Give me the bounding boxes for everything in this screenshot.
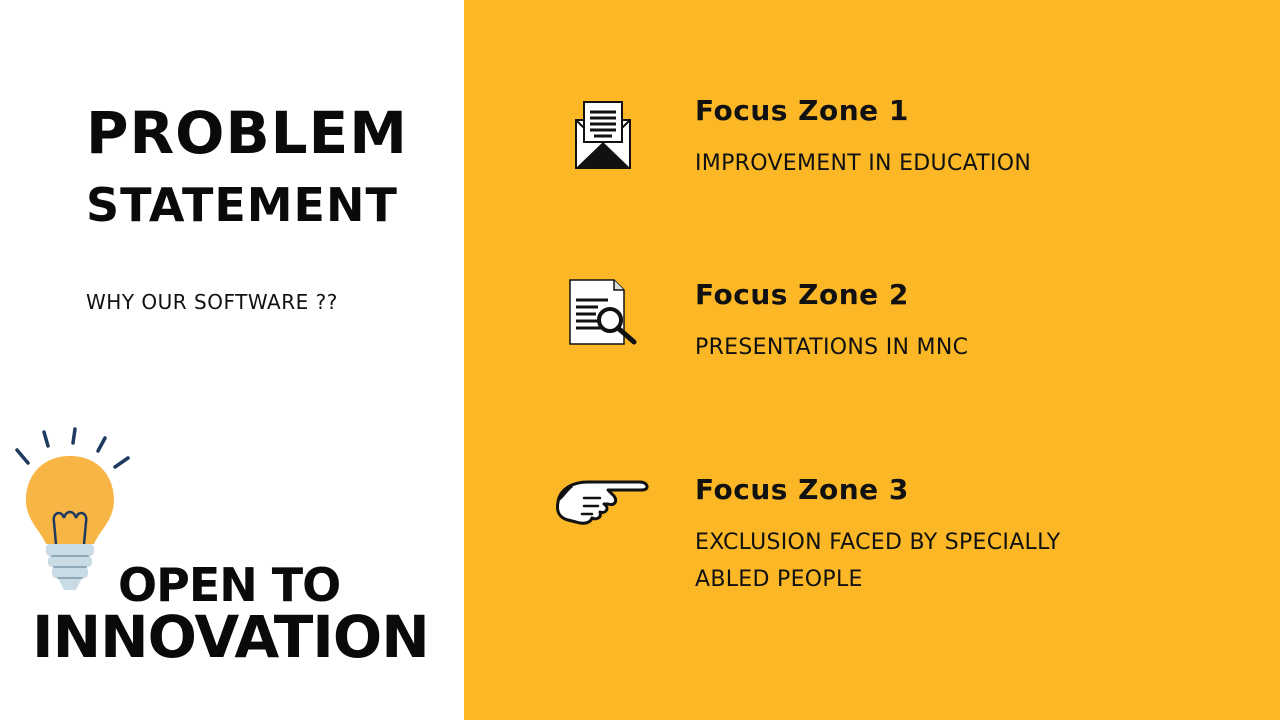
lightbulb-icon: [15, 427, 130, 590]
left-panel: PROBLEM STATEMENT WHY OUR SOFTWARE ?? OP…: [0, 0, 464, 720]
open-envelope-icon: [575, 101, 631, 169]
focus-zone-description: PRESENTATIONS IN MNC: [695, 335, 969, 360]
focus-zone-title: Focus Zone 3: [695, 473, 909, 506]
focus-zone-description: EXCLUSION FACED BY SPECIALLY ABLED PEOPL…: [695, 530, 1061, 592]
focus-zone-title: Focus Zone 1: [695, 94, 909, 127]
title-line-2: STATEMENT: [86, 178, 398, 232]
document-search-icon: [569, 279, 637, 345]
tagline-line-2: INNOVATION: [32, 603, 430, 671]
tagline-line-1: OPEN TO: [118, 558, 341, 612]
pointing-hand-icon: [556, 480, 649, 525]
focus-zone-description: IMPROVEMENT IN EDUCATION: [695, 151, 1032, 176]
focus-zone-title: Focus Zone 2: [695, 278, 909, 311]
title-line-1: PROBLEM: [86, 99, 408, 167]
subtitle: WHY OUR SOFTWARE ??: [86, 290, 338, 314]
